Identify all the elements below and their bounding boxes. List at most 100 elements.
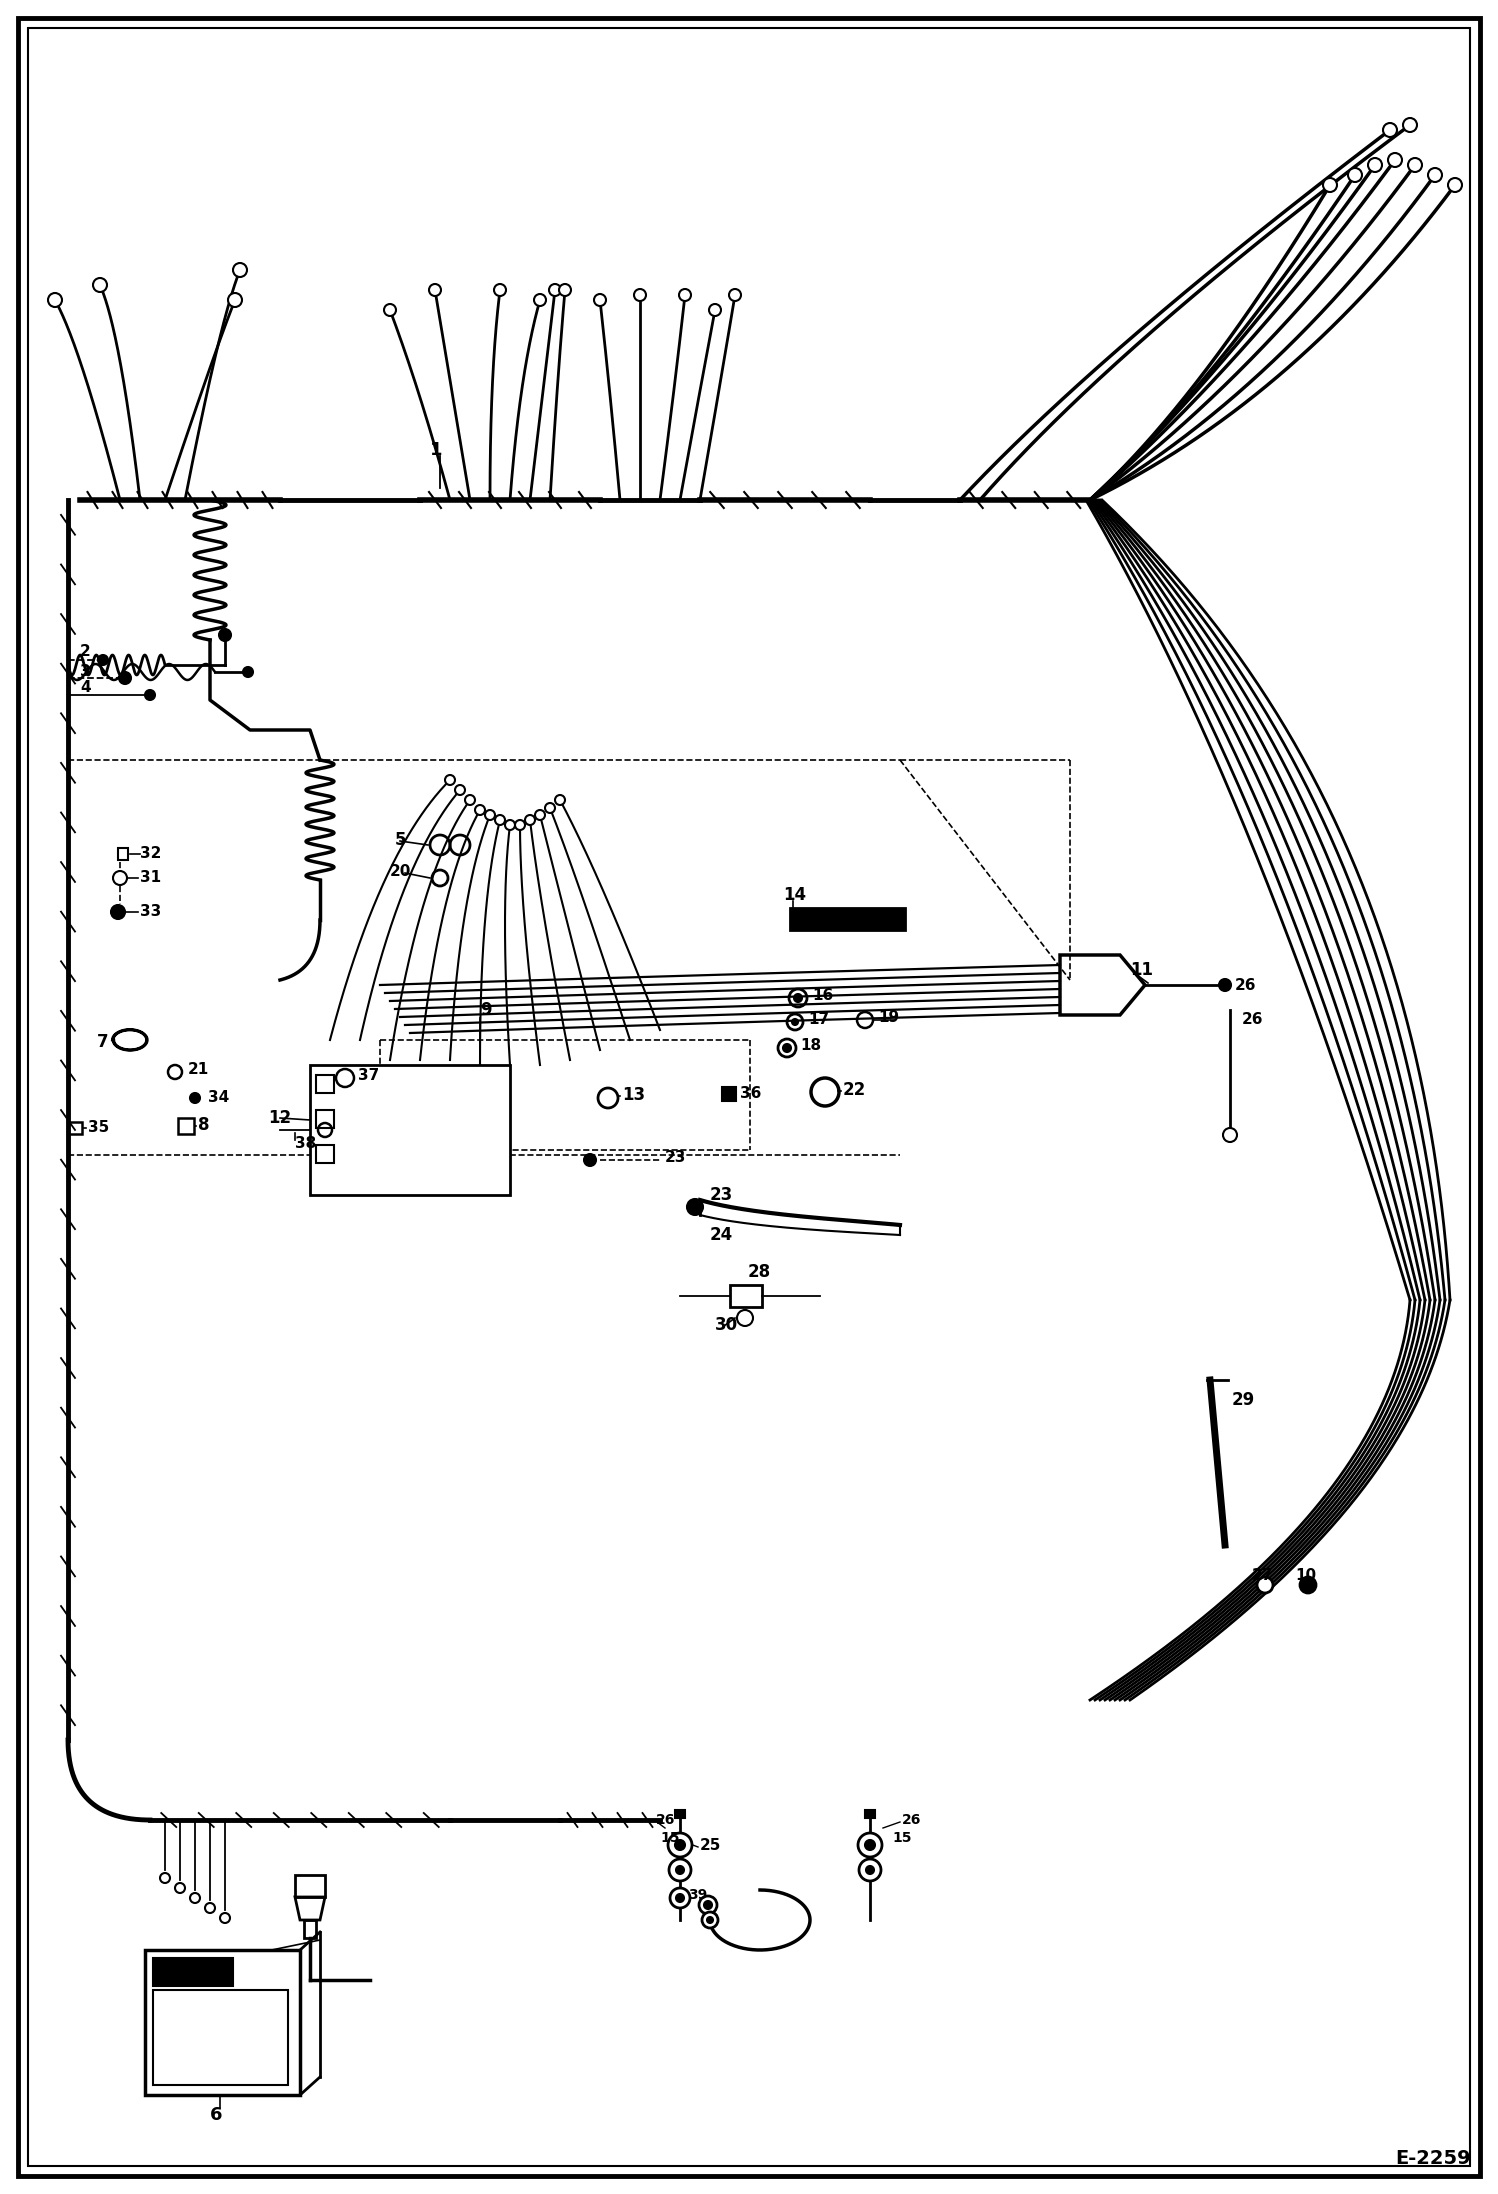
Text: 33: 33 [139, 904, 162, 919]
Circle shape [445, 774, 455, 785]
Bar [118, 849, 127, 860]
Text: 14: 14 [783, 886, 806, 904]
Circle shape [1257, 1577, 1273, 1593]
Text: 6: 6 [210, 2106, 223, 2124]
Text: 17: 17 [807, 1011, 828, 1027]
Text: E-2259: E-2259 [1395, 2148, 1471, 2168]
Text: 5: 5 [395, 832, 406, 849]
Circle shape [858, 1832, 882, 1856]
Circle shape [634, 290, 646, 301]
Circle shape [670, 1858, 691, 1880]
Circle shape [668, 1832, 692, 1856]
Circle shape [1428, 169, 1443, 182]
Circle shape [118, 671, 130, 685]
Circle shape [679, 290, 691, 301]
Circle shape [1368, 158, 1383, 171]
Text: 25: 25 [700, 1839, 722, 1852]
Text: 19: 19 [878, 1009, 899, 1025]
Circle shape [1383, 123, 1398, 136]
Circle shape [1219, 979, 1231, 992]
Text: 38: 38 [295, 1136, 316, 1150]
Text: 16: 16 [812, 987, 833, 1003]
Circle shape [1449, 178, 1462, 193]
Circle shape [1348, 169, 1362, 182]
Text: 29: 29 [1231, 1391, 1255, 1409]
Circle shape [535, 810, 545, 821]
Circle shape [783, 1044, 791, 1051]
Circle shape [111, 904, 124, 919]
Circle shape [455, 785, 464, 794]
Circle shape [1408, 158, 1422, 171]
Circle shape [494, 814, 505, 825]
Circle shape [676, 1841, 685, 1850]
Circle shape [505, 821, 515, 829]
Circle shape [243, 667, 253, 678]
Text: 12: 12 [268, 1108, 291, 1128]
Bar [153, 1957, 234, 1986]
Text: 37: 37 [358, 1068, 379, 1082]
Text: 4: 4 [79, 680, 90, 695]
Bar [295, 1876, 325, 1898]
Text: 7: 7 [97, 1033, 109, 1051]
Circle shape [545, 803, 554, 814]
Circle shape [1323, 178, 1338, 193]
Bar [789, 908, 905, 930]
Text: 15: 15 [891, 1832, 911, 1845]
Circle shape [48, 294, 61, 307]
Circle shape [485, 810, 494, 821]
Circle shape [160, 1874, 169, 1882]
Bar [178, 1119, 195, 1134]
Bar [316, 1110, 334, 1128]
Circle shape [866, 1867, 873, 1874]
Text: 15: 15 [661, 1832, 680, 1845]
Circle shape [559, 283, 571, 296]
Circle shape [688, 1198, 703, 1215]
Circle shape [676, 1893, 685, 1902]
Text: 26: 26 [656, 1812, 676, 1828]
Circle shape [515, 821, 524, 829]
Text: 13: 13 [622, 1086, 646, 1104]
Text: 30: 30 [715, 1316, 739, 1334]
Bar [316, 1145, 334, 1163]
Circle shape [475, 805, 485, 814]
Circle shape [1389, 154, 1402, 167]
Text: 22: 22 [843, 1082, 866, 1099]
Circle shape [1404, 118, 1417, 132]
Text: 8: 8 [198, 1117, 210, 1134]
Circle shape [595, 294, 607, 305]
Circle shape [709, 305, 721, 316]
Circle shape [737, 1310, 753, 1325]
Circle shape [205, 1902, 216, 1913]
Circle shape [792, 1018, 798, 1025]
Text: 35: 35 [88, 1121, 109, 1136]
Circle shape [670, 1889, 691, 1909]
Circle shape [700, 1896, 718, 1913]
Circle shape [97, 656, 108, 665]
Circle shape [145, 689, 154, 700]
Circle shape [548, 283, 560, 296]
Bar [153, 1990, 288, 2084]
Text: 28: 28 [748, 1264, 771, 1281]
Circle shape [494, 283, 506, 296]
Bar [304, 1920, 316, 1937]
Bar [864, 1810, 875, 1819]
Circle shape [1222, 1128, 1237, 1143]
Circle shape [219, 630, 231, 641]
Text: 36: 36 [740, 1086, 761, 1101]
Circle shape [93, 279, 106, 292]
Text: 20: 20 [389, 864, 412, 880]
Circle shape [676, 1867, 685, 1874]
Circle shape [190, 1093, 201, 1104]
Text: 26: 26 [902, 1812, 921, 1828]
Circle shape [707, 1918, 713, 1922]
Circle shape [228, 294, 243, 307]
Circle shape [584, 1154, 596, 1165]
Bar [316, 1075, 334, 1093]
Circle shape [794, 994, 801, 1003]
Text: 21: 21 [189, 1062, 210, 1077]
Circle shape [383, 305, 395, 316]
Text: 2: 2 [79, 645, 91, 660]
Text: 24: 24 [710, 1226, 733, 1244]
Circle shape [190, 1893, 201, 1902]
Text: 39: 39 [688, 1889, 707, 1902]
